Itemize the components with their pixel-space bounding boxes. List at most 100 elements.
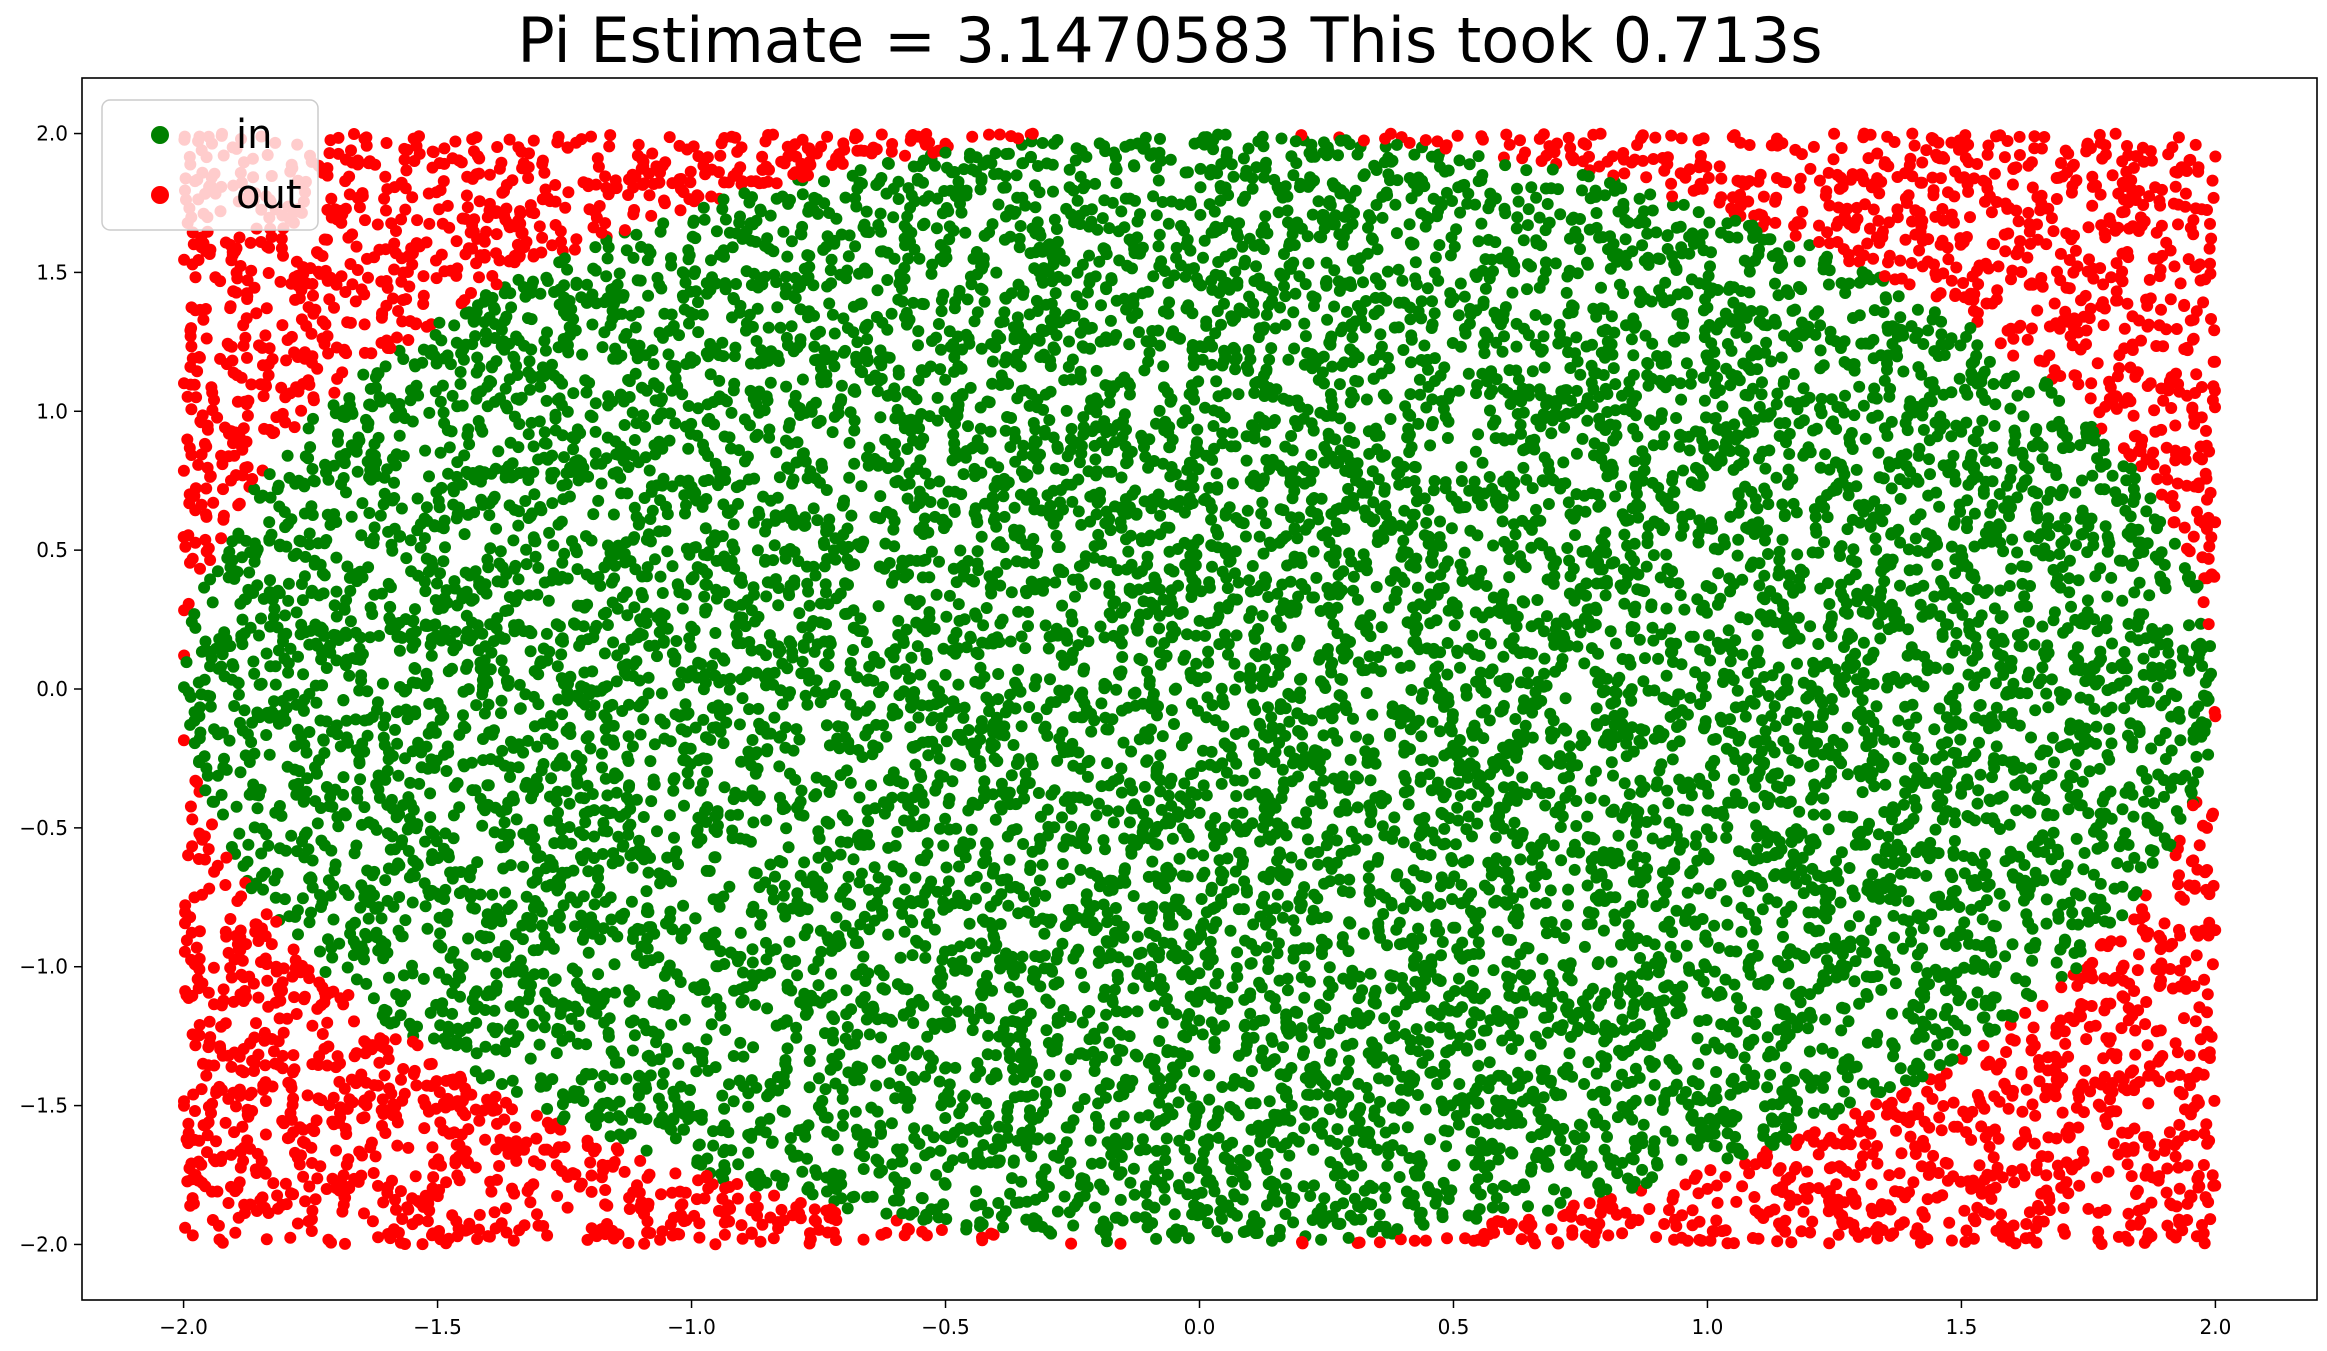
point-in [913,252,926,265]
point-in [561,263,574,276]
point-in [417,972,430,985]
point-in [1941,1002,1954,1015]
point-in [1362,872,1375,885]
point-in [762,321,775,334]
point-in [1929,823,1942,836]
point-in [1539,265,1552,278]
point-out [1916,260,1929,273]
point-in [204,700,217,713]
point-in [985,742,998,755]
point-in [760,590,773,603]
point-in [1674,718,1687,731]
point-in [545,772,558,785]
point-in [1514,418,1527,431]
point-in [446,389,459,402]
point-in [1112,951,1125,964]
point-in [1968,507,1981,520]
point-out [2028,130,2041,143]
point-in [933,1075,946,1088]
point-in [1219,628,1231,641]
point-in [1646,621,1659,634]
point-in [1449,838,1462,851]
point-in [1848,975,1861,988]
point-in [1271,1195,1284,1208]
point-out [2010,204,2023,217]
point-out [436,217,449,230]
point-out [674,204,687,217]
point-in [1554,1196,1567,1209]
point-in [935,721,948,734]
point-in [393,429,406,442]
point-in [330,585,343,598]
point-in [620,1072,633,1085]
point-in [1069,590,1081,603]
point-in [1340,1068,1353,1081]
point-in [1660,669,1673,682]
point-in [419,585,432,598]
point-in [1377,908,1390,920]
point-out [287,1049,300,1062]
point-in [1605,955,1618,968]
point-in [1075,967,1087,979]
point-in [1622,919,1635,932]
point-in [831,1143,844,1156]
point-in [1017,838,1030,850]
point-in [1067,1219,1080,1232]
point-in [1708,919,1721,932]
point-out [469,1103,482,1116]
point-in [1040,1097,1053,1110]
point-in [759,553,772,566]
point-out [394,1185,407,1198]
point-out [1913,244,1926,257]
point-in [1658,981,1671,994]
point-in [1302,257,1315,270]
point-in [840,984,853,997]
point-in [567,443,580,456]
point-in [470,699,483,712]
point-out [1801,1165,1814,1178]
point-in [1033,874,1046,887]
point-in [1627,368,1640,381]
point-out [536,231,549,244]
point-out [1681,1234,1694,1247]
point-in [799,689,812,702]
point-in [785,320,798,333]
point-out [507,1234,520,1247]
point-in [946,775,959,788]
point-in [1581,414,1594,427]
point-in [974,723,987,736]
point-in [1193,1014,1206,1027]
point-in [486,888,499,901]
point-in [843,436,856,449]
point-in [1475,217,1488,230]
point-in [1298,960,1311,973]
point-in [1310,571,1323,584]
point-in [1463,158,1476,171]
point-in [2008,424,2021,437]
point-in [1841,523,1854,536]
point-in [1074,863,1087,876]
point-in [1750,1006,1763,1019]
point-in [667,774,680,786]
point-out [2172,218,2184,231]
point-in [613,267,626,280]
point-in [1597,369,1610,381]
point-in [281,449,294,462]
point-in [1782,463,1795,476]
point-in [1033,186,1046,199]
point-in [1591,958,1604,971]
point-in [1154,749,1167,762]
point-in [1616,1013,1629,1026]
point-out [2121,1158,2134,1171]
point-out [362,271,374,284]
point-out [1893,1167,1906,1180]
point-out [377,1196,390,1209]
point-in [1115,471,1128,484]
point-out [1927,189,1940,202]
point-in [1641,369,1654,382]
point-out [2119,1230,2132,1243]
point-in [1276,643,1289,656]
point-out [2110,257,2123,270]
point-in [405,565,418,578]
point-in [269,891,282,904]
